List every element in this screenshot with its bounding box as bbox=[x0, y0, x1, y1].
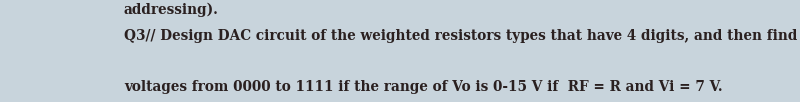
Text: addressing).: addressing). bbox=[124, 3, 219, 17]
Text: voltages from 0000 to 1111 if the range of Vo is 0-15 V if  RF = R and Vi = 7 V.: voltages from 0000 to 1111 if the range … bbox=[124, 80, 722, 94]
Text: Q3// Design DAC circuit of the weighted resistors types that have 4 digits, and : Q3// Design DAC circuit of the weighted … bbox=[124, 29, 800, 43]
